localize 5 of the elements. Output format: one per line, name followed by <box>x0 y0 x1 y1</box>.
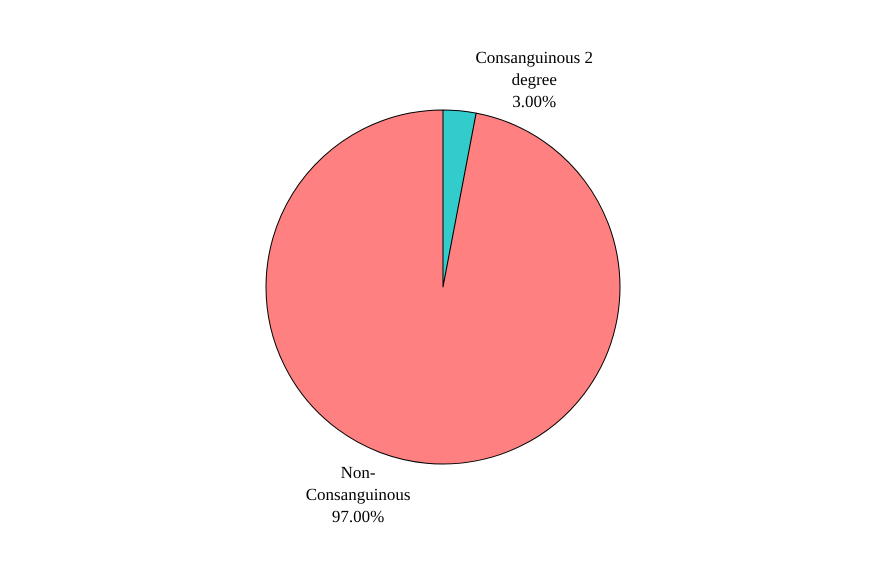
pie-slice <box>266 110 620 464</box>
slice-label: Consanguinous 2 degree <box>475 48 594 89</box>
slice-label: Non-Consanguinous <box>306 462 411 504</box>
data-label: 97.00% <box>332 507 384 526</box>
data-label: 3.00% <box>512 92 556 112</box>
